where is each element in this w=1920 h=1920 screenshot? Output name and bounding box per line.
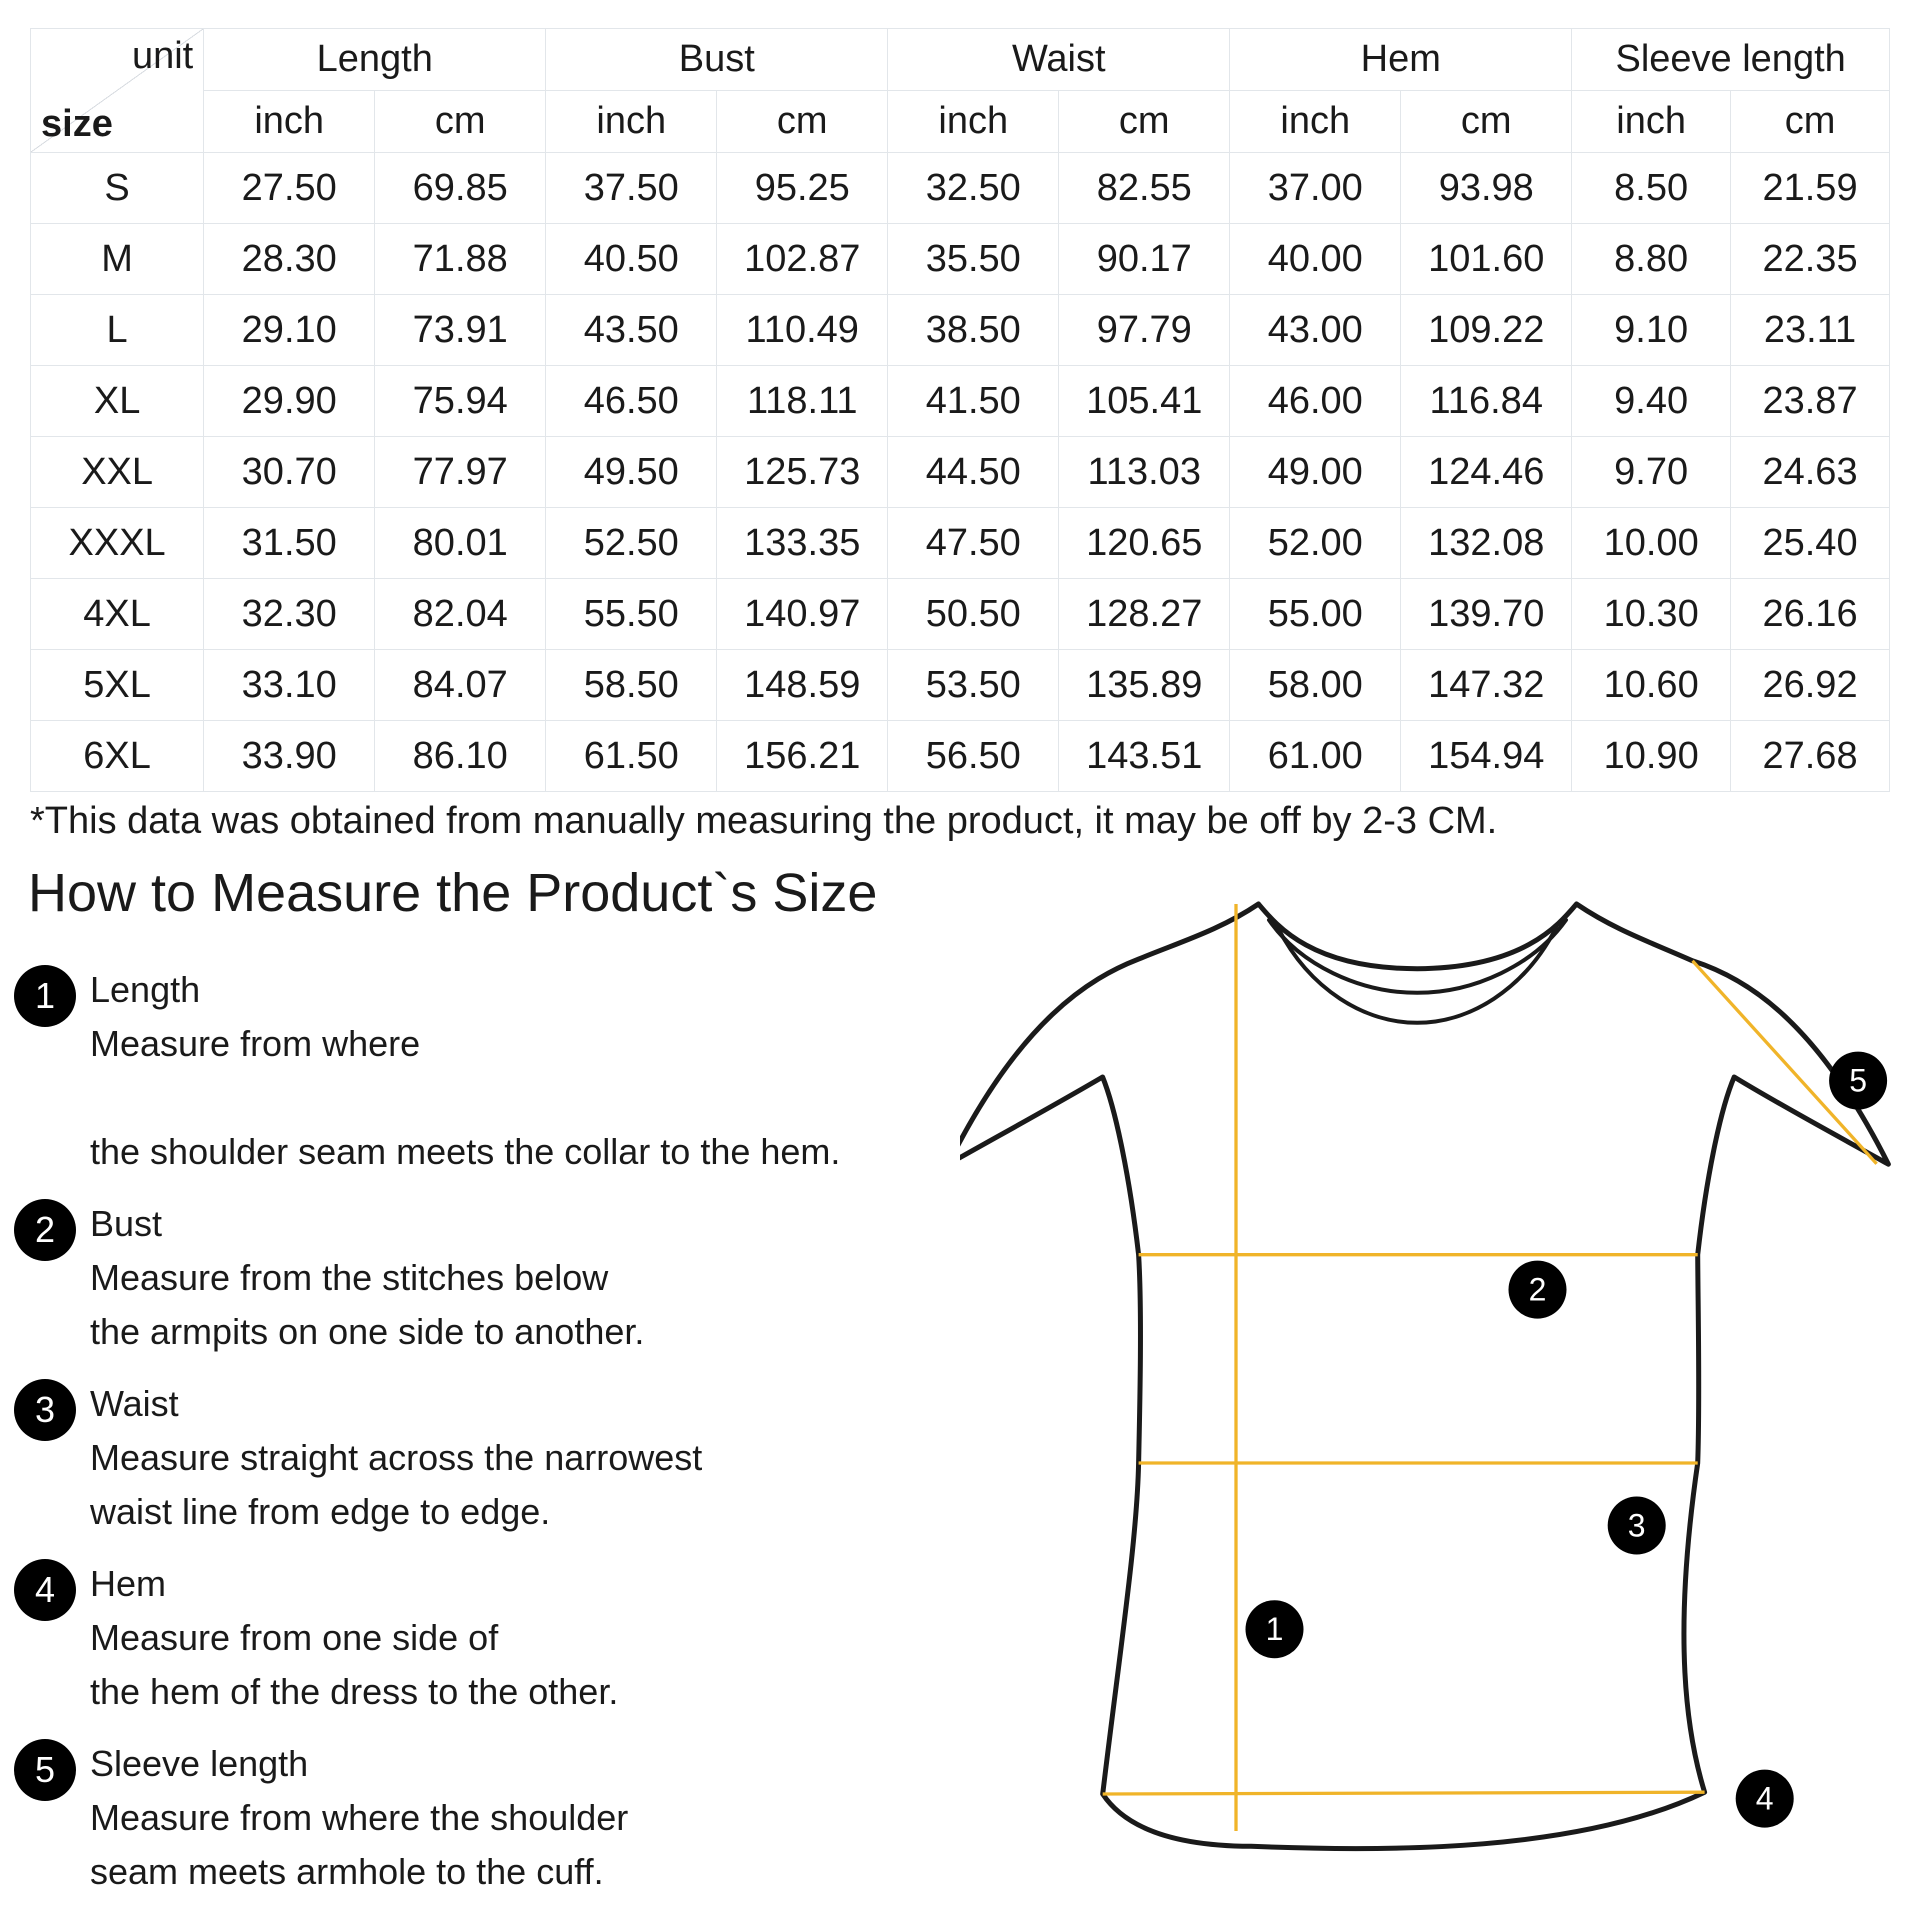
svg-text:4: 4 bbox=[1756, 1780, 1774, 1816]
svg-text:1: 1 bbox=[1266, 1611, 1284, 1647]
svg-text:3: 3 bbox=[1628, 1507, 1646, 1543]
svg-text:5: 5 bbox=[1849, 1062, 1867, 1098]
svg-text:2: 2 bbox=[1529, 1271, 1547, 1307]
